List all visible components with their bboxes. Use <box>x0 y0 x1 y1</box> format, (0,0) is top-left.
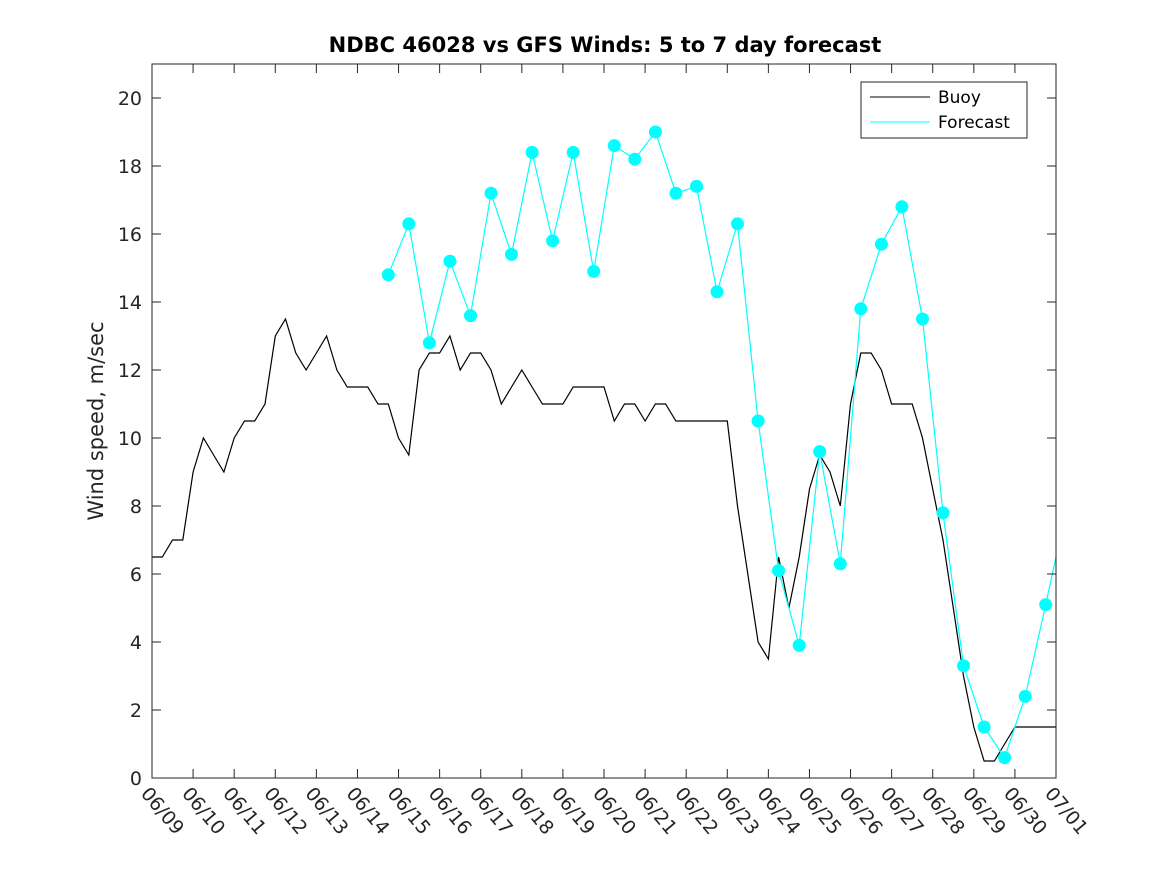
x-tick-label: 06/25 <box>794 783 846 839</box>
x-tick-label: 06/09 <box>136 783 188 839</box>
x-tick-label: 06/29 <box>958 783 1010 839</box>
x-tick-label: 06/17 <box>465 783 517 839</box>
forecast-marker <box>874 237 888 251</box>
x-tick-label: 06/16 <box>424 783 476 839</box>
forecast-marker <box>607 139 621 153</box>
forecast-marker <box>422 336 436 350</box>
buoy-series-line <box>152 317 1056 762</box>
forecast-marker <box>957 659 970 673</box>
forecast-marker <box>443 254 457 268</box>
forecast-marker <box>648 125 662 139</box>
forecast-series-line <box>387 130 1057 759</box>
forecast-marker <box>669 186 683 200</box>
legend-box <box>860 81 1028 139</box>
forecast-marker <box>772 564 786 578</box>
forecast-marker <box>731 217 744 231</box>
forecast-marker <box>936 506 950 520</box>
y-tick-label: 18 <box>118 156 142 178</box>
forecast-marker <box>464 309 477 323</box>
x-tick-label: 06/13 <box>301 783 353 839</box>
legend: Buoy Forecast <box>860 81 1028 139</box>
x-tick-label: 06/15 <box>383 783 435 839</box>
x-tick-label: 06/22 <box>670 783 722 839</box>
plot-area <box>152 64 1056 778</box>
x-tick-label: 06/28 <box>917 783 969 839</box>
forecast-marker <box>813 445 827 459</box>
x-tick-label: 06/21 <box>629 783 681 839</box>
forecast-marker <box>402 217 416 231</box>
y-tick-label: 0 <box>130 768 142 790</box>
x-tick-label: 06/24 <box>753 783 805 839</box>
forecast-marker <box>505 247 518 261</box>
x-tick-label: 06/10 <box>177 783 229 839</box>
y-tick-label: 16 <box>118 224 142 246</box>
forecast-marker <box>628 152 642 166</box>
y-tick-label: 2 <box>130 700 142 722</box>
y-tick-label: 8 <box>130 496 142 518</box>
forecast-marker <box>525 145 539 159</box>
forecast-marker-layer <box>381 125 1053 765</box>
x-tick-label: 06/27 <box>876 783 928 839</box>
x-tick-label: 06/30 <box>999 783 1051 839</box>
y-tick-label: 20 <box>118 88 142 110</box>
y-tick-label: 10 <box>118 428 142 450</box>
forecast-marker <box>998 751 1012 765</box>
forecast-marker <box>895 200 909 214</box>
y-axis-ticks: 0 2 4 6 8 10 12 14 16 18 20 <box>118 88 1056 790</box>
y-tick-label: 4 <box>130 632 142 654</box>
y-tick-label: 6 <box>130 564 142 586</box>
forecast-marker <box>854 302 868 316</box>
x-tick-label: 06/18 <box>506 783 558 839</box>
forecast-marker <box>710 285 724 299</box>
forecast-marker <box>1018 689 1032 703</box>
buoy-series-layer <box>152 317 1056 762</box>
x-tick-label: 06/11 <box>218 783 270 839</box>
forecast-series-layer <box>387 130 1057 759</box>
y-tick-label: 12 <box>118 360 142 382</box>
chart-title: NDBC 46028 vs GFS Winds: 5 to 7 day fore… <box>329 33 882 57</box>
forecast-marker <box>484 186 498 200</box>
y-axis-label: Wind speed, m/sec <box>84 321 108 520</box>
forecast-marker <box>566 145 580 159</box>
x-tick-label: 06/19 <box>547 783 599 839</box>
forecast-marker <box>546 234 560 248</box>
forecast-marker <box>977 720 991 734</box>
legend-buoy-label: Buoy <box>938 88 981 108</box>
forecast-marker <box>587 264 601 278</box>
x-tick-label: 06/12 <box>259 783 311 839</box>
x-tick-label: 06/20 <box>588 783 640 839</box>
forecast-marker <box>833 557 847 571</box>
y-tick-label: 14 <box>118 292 142 314</box>
forecast-marker <box>381 268 395 282</box>
legend-forecast-label: Forecast <box>938 113 1010 133</box>
forecast-marker <box>916 312 929 326</box>
forecast-marker <box>1039 598 1053 612</box>
x-tick-label: 06/26 <box>835 783 887 839</box>
forecast-marker <box>751 414 765 428</box>
x-tick-label: 06/23 <box>711 783 763 839</box>
x-tick-label: 07/01 <box>1040 783 1092 839</box>
forecast-marker <box>690 179 703 193</box>
forecast-marker <box>792 638 806 652</box>
x-tick-label: 06/14 <box>342 783 394 839</box>
